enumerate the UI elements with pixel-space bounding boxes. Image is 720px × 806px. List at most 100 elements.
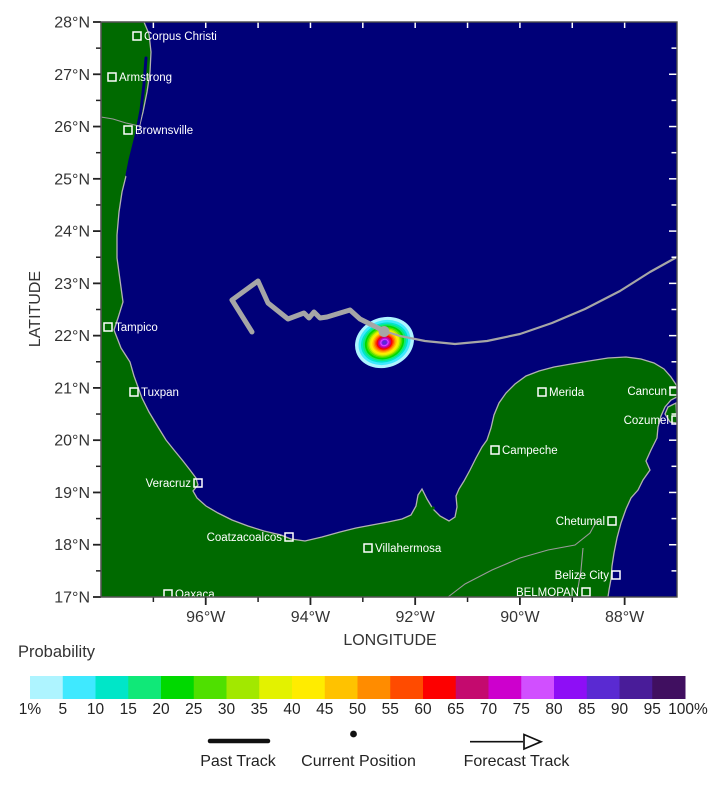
city-label: Oaxaca (175, 589, 215, 601)
city-label: Campeche (502, 445, 558, 457)
lat-tick-label: 17°N (54, 590, 90, 607)
city-marker (193, 478, 203, 488)
colorbar-segment (62, 676, 96, 699)
mexico-guatemala-border (447, 519, 598, 598)
guatemala-belize-border (576, 547, 584, 598)
past-track-legend-label: Past Track (200, 753, 277, 770)
colorbar-tick-label: 10 (87, 701, 105, 718)
colorbar-segment (652, 676, 686, 699)
lat-tick-label: 18°N (54, 537, 90, 554)
current-position-dot (378, 326, 390, 337)
colorbar-title: Probability (18, 643, 96, 661)
cozumel-island (664, 401, 678, 424)
probability-swath (355, 316, 414, 369)
colorbar-segment (455, 676, 489, 699)
lat-tick-label: 23°N (54, 276, 90, 293)
current-position-legend-label: Current Position (301, 753, 416, 770)
city-marker (132, 31, 142, 41)
lat-tick-label: 19°N (54, 485, 90, 502)
lat-tick-label: 20°N (54, 433, 90, 450)
laguna-madre (125, 56, 148, 177)
colorbar-tick-label: 60 (414, 701, 432, 718)
city-marker (490, 445, 500, 455)
city-label: Tampico (115, 322, 158, 334)
city-marker (537, 387, 547, 397)
lat-tick-label: 26°N (54, 119, 90, 136)
colorbar-tick-label: 90 (611, 701, 629, 718)
city-marker (163, 589, 173, 599)
city-marker (581, 587, 591, 597)
colorbar-tick-label: 1% (19, 701, 42, 718)
lat-tick-label: 22°N (54, 328, 90, 345)
city-markers: Corpus Christi Armstrong Brownsville Tampic… (103, 31, 681, 601)
lon-tick-label: 88°W (605, 609, 645, 626)
city-label: Cozumel (624, 415, 669, 427)
terminos-island (431, 506, 435, 510)
colorbar-tick-label: 45 (316, 701, 333, 718)
city-marker (107, 72, 117, 82)
colorbar-tick-label: 100% (668, 701, 708, 718)
us-mexico-border (100, 116, 140, 127)
lon-tick-label: 90°W (500, 609, 540, 626)
colorbar-segment (390, 676, 424, 699)
lat-tick-label: 24°N (54, 224, 90, 241)
colorbar-tick-label: 40 (283, 701, 301, 718)
city-marker (284, 532, 294, 542)
city-marker (607, 516, 617, 526)
forecast-track-line (383, 256, 678, 346)
map-area (100, 21, 678, 598)
mainland-landmass (100, 21, 678, 598)
colorbar-segment (30, 676, 64, 699)
city-label: Belize City (555, 570, 610, 582)
current-position-legend-dot (350, 730, 357, 738)
lon-tick-label: 94°W (291, 609, 331, 626)
city-marker (129, 387, 139, 397)
colorbar-tick-label: 20 (152, 701, 170, 718)
colorbar-segment (259, 676, 293, 699)
forecast-track-legend-label: Forecast Track (464, 753, 571, 770)
colorbar-segment (226, 676, 260, 699)
city-marker (669, 386, 679, 396)
city-marker (671, 415, 681, 425)
colorbar-tick-label: 65 (447, 701, 464, 718)
axis-ticks: 28°N 27°N 26°N 25°N 24°N 23°N 22°N 21°N 20°N 19°N… (54, 15, 677, 626)
colorbar-tick-label: 25 (185, 701, 202, 718)
colorbar-tick-label: 50 (349, 701, 367, 718)
colorbar-segment (521, 676, 555, 699)
map-frame (100, 21, 678, 598)
longitude-axis-title: LONGITUDE (343, 632, 436, 649)
colorbar-tick-label: 15 (120, 701, 137, 718)
lat-tick-label: 27°N (54, 67, 90, 84)
city-label: Merida (549, 387, 585, 399)
colorbar-tick-label: 70 (480, 701, 498, 718)
latitude-axis-title: LATITUDE (27, 271, 44, 347)
city-label: Villahermosa (375, 543, 442, 555)
city-label: Tuxpan (141, 387, 179, 399)
colorbar-segment (554, 676, 588, 699)
city-label: Cancun (627, 386, 667, 398)
colorbar-tick-label: 30 (218, 701, 236, 718)
city-label: Veracruz (146, 478, 192, 490)
city-label: BELMOPAN (516, 587, 579, 599)
city-label: Armstrong (119, 72, 172, 84)
colorbar-tick-label: 85 (578, 701, 595, 718)
colorbar-tick-label: 95 (644, 701, 661, 718)
city-marker (363, 543, 373, 553)
colorbar-segment (161, 676, 195, 699)
country-borders (100, 116, 598, 598)
city-marker (611, 570, 621, 580)
colorbar-segment (193, 676, 227, 699)
colorbar-segment (95, 676, 129, 699)
colorbar-tick-label: 35 (251, 701, 268, 718)
lat-tick-label: 21°N (54, 380, 90, 397)
city-label: Corpus Christi (144, 31, 217, 43)
storm-tracks (229, 256, 678, 346)
lon-tick-label: 92°W (396, 609, 436, 626)
colorbar-segment (488, 676, 522, 699)
colorbar-segment (128, 676, 162, 699)
city-marker (123, 125, 133, 135)
colorbar-segment (423, 676, 457, 699)
colorbar-segment (324, 676, 358, 699)
